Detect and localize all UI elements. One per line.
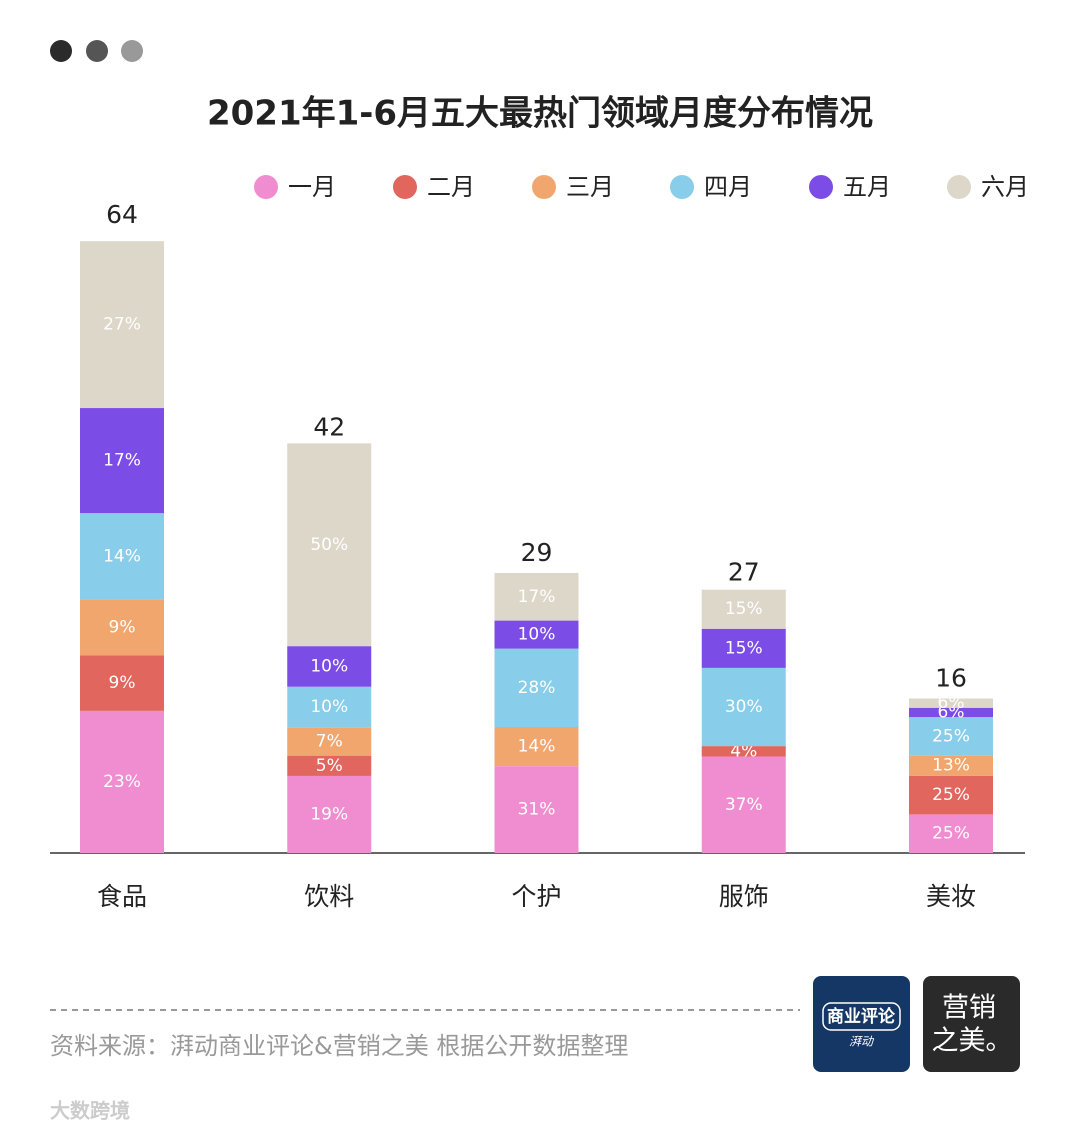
segment-label: 15% xyxy=(725,638,763,658)
chart-title: 2021年1-6月五大最热门领域月度分布情况 xyxy=(207,94,873,134)
segment-label: 25% xyxy=(932,785,970,805)
bar-segment xyxy=(287,775,372,853)
bar-segment xyxy=(909,698,993,708)
bar-segment xyxy=(287,443,372,647)
segment-label: 6% xyxy=(938,693,965,713)
x-tick-label: 美妆 xyxy=(926,882,976,911)
window-dot xyxy=(121,40,143,62)
segment-label: 13% xyxy=(932,756,970,776)
segment-label: 10% xyxy=(310,697,348,717)
segment-label: 14% xyxy=(103,546,141,566)
logo-frame xyxy=(822,1002,901,1031)
bar-segment xyxy=(494,648,579,727)
logo-text: 之美。 xyxy=(932,1026,1013,1057)
logo-text: 湃动 xyxy=(849,1035,875,1049)
bar-segment xyxy=(80,655,164,711)
segment-label: 17% xyxy=(518,587,556,607)
legend-swatch xyxy=(670,175,694,199)
total-label: 42 xyxy=(313,412,345,441)
segment-label: 4% xyxy=(730,741,757,761)
bar-segment xyxy=(80,513,164,600)
legend-swatch xyxy=(532,175,556,199)
bar-segment xyxy=(701,667,786,747)
total-label: 64 xyxy=(106,200,138,229)
x-tick-label: 饮料 xyxy=(304,882,354,911)
watermark: 大数跨境 xyxy=(50,1099,130,1123)
bar-segment xyxy=(287,686,372,728)
bar-segment xyxy=(494,620,579,649)
source-note: 资料来源：湃动商业评论&营销之美 根据公开数据整理 xyxy=(50,1032,628,1060)
bar-segment xyxy=(494,726,579,767)
bar-segment xyxy=(909,814,993,853)
segment-label: 9% xyxy=(109,617,136,637)
legend-label: 四月 xyxy=(704,173,752,201)
segment-label: 30% xyxy=(725,697,763,717)
bar-segment xyxy=(494,766,579,853)
segment-label: 25% xyxy=(932,824,970,844)
bar-segment xyxy=(701,746,786,757)
segment-label: 15% xyxy=(725,599,763,619)
segment-label: 28% xyxy=(518,678,556,698)
bar-segment xyxy=(909,755,993,776)
bar-segment xyxy=(909,775,993,815)
legend-label: 五月 xyxy=(843,173,891,201)
bar-segment xyxy=(80,710,164,853)
segment-label: 50% xyxy=(310,535,348,555)
legend-label: 三月 xyxy=(566,173,614,201)
logo-box xyxy=(923,976,1020,1072)
bar-segment xyxy=(909,717,993,756)
segment-label: 31% xyxy=(518,800,556,820)
bar-segment xyxy=(287,727,372,756)
bar-segment xyxy=(80,599,164,656)
legend-swatch xyxy=(254,175,278,199)
segment-label: 7% xyxy=(316,731,343,751)
segment-label: 10% xyxy=(518,625,556,645)
bar-segment xyxy=(701,756,786,853)
x-tick-label: 服饰 xyxy=(719,882,769,911)
legend-label: 二月 xyxy=(427,173,475,201)
legend-label: 六月 xyxy=(981,173,1029,201)
segment-label: 27% xyxy=(103,315,141,335)
legend-swatch xyxy=(809,175,833,199)
total-label: 16 xyxy=(935,664,967,693)
segment-label: 9% xyxy=(109,673,136,693)
segment-label: 23% xyxy=(103,772,141,792)
bar-segment xyxy=(909,707,993,718)
segment-label: 5% xyxy=(316,756,343,776)
window-dot xyxy=(86,40,108,62)
bar-segment xyxy=(80,408,164,514)
segment-label: 17% xyxy=(103,451,141,471)
bar-segment xyxy=(80,241,164,409)
segment-label: 10% xyxy=(310,656,348,676)
total-label: 29 xyxy=(521,538,553,567)
total-label: 27 xyxy=(728,557,760,586)
bar-segment xyxy=(287,646,372,687)
bar-segment xyxy=(494,572,579,621)
legend-swatch xyxy=(393,175,417,199)
legend-label: 一月 xyxy=(288,173,336,201)
segment-label: 19% xyxy=(310,804,348,824)
x-tick-label: 个护 xyxy=(511,882,561,911)
logo-text: 商业评论 xyxy=(827,1006,896,1027)
x-tick-label: 食品 xyxy=(97,882,147,911)
window-dot xyxy=(50,40,72,62)
bar-segment xyxy=(701,628,786,668)
segment-label: 25% xyxy=(932,726,970,746)
bar-segment xyxy=(287,755,372,776)
legend-swatch xyxy=(947,175,971,199)
segment-label: 14% xyxy=(518,737,556,757)
segment-label: 37% xyxy=(725,795,763,815)
logo-box xyxy=(813,976,910,1072)
bar-segment xyxy=(701,589,786,629)
logo-text: 营销 xyxy=(942,993,996,1024)
